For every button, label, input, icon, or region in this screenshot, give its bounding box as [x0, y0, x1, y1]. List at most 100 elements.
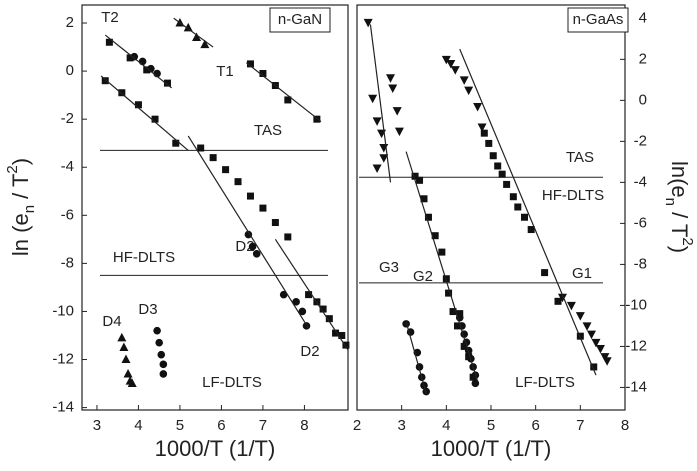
- data-point: [498, 170, 506, 178]
- data-point: [456, 310, 464, 318]
- data-point: [446, 59, 456, 69]
- annotation: D2: [235, 238, 254, 255]
- data-point: [252, 249, 261, 258]
- data-point: [332, 329, 340, 337]
- data-point: [477, 123, 487, 133]
- y-axis-label: ln(en / T2): [662, 161, 696, 253]
- x-tick-label: 2: [353, 417, 361, 434]
- data-point: [424, 213, 432, 221]
- x-tick-label: 7: [576, 417, 584, 434]
- data-point: [420, 195, 428, 203]
- data-point: [159, 370, 168, 378]
- y-axis-label-part: ): [8, 158, 33, 165]
- x-tick-label: 3: [93, 417, 101, 434]
- data-point: [163, 79, 171, 87]
- annotation: TAS: [566, 149, 594, 166]
- box-label-text: n-GaAs: [573, 11, 624, 28]
- annotation: D2: [300, 343, 319, 360]
- data-point: [411, 172, 419, 180]
- data-point: [123, 368, 133, 378]
- y-tick-label: -10: [52, 302, 74, 319]
- y-tick-label: -6: [61, 206, 74, 223]
- fit-line: [369, 24, 392, 183]
- data-point: [459, 76, 469, 85]
- x-tick-label: 5: [176, 417, 184, 434]
- y-tick-label: -2: [61, 110, 74, 127]
- box-label-text: n-GaN: [278, 11, 322, 28]
- x-axis-label: 1000/T (1/T): [155, 436, 276, 461]
- data-point: [130, 52, 139, 61]
- data-point: [388, 84, 398, 94]
- data-point: [471, 379, 480, 388]
- data-point: [259, 204, 267, 212]
- fit-line: [100, 75, 189, 151]
- data-point: [159, 360, 168, 369]
- fit-line: [459, 48, 597, 376]
- data-point: [298, 307, 307, 316]
- annotation: T2: [101, 9, 119, 26]
- data-point: [222, 166, 230, 174]
- data-point: [587, 330, 596, 340]
- y-axis-label-part: ): [667, 246, 692, 253]
- fit-line: [104, 34, 173, 89]
- data-point: [117, 332, 127, 342]
- x-axis-label: 1000/T (1/T): [431, 436, 552, 461]
- annotation: T1: [216, 63, 234, 80]
- data-point: [582, 322, 592, 331]
- x-tick-label: 8: [621, 417, 629, 434]
- y-tick-label: -4: [61, 158, 74, 175]
- data-point: [554, 297, 562, 305]
- data-point: [209, 154, 217, 162]
- data-point: [521, 213, 528, 221]
- annotation: LF-DLTS: [202, 374, 262, 391]
- x-tick-label: 6: [217, 417, 225, 434]
- data-point: [101, 77, 109, 85]
- y-tick-label: 2: [639, 50, 647, 67]
- y-tick-label: 0: [66, 62, 74, 79]
- fit-line: [405, 151, 479, 382]
- data-point: [450, 66, 460, 75]
- data-point: [197, 144, 205, 152]
- data-point: [445, 289, 453, 297]
- data-point: [134, 101, 142, 109]
- y-tick-label: -14: [625, 378, 647, 395]
- data-point: [192, 32, 202, 41]
- data-point: [126, 54, 134, 62]
- data-point: [292, 298, 300, 306]
- annotation: G3: [379, 259, 399, 276]
- data-point: [590, 363, 598, 371]
- y-axis-label-part: 2: [4, 165, 21, 173]
- data-point: [153, 326, 161, 335]
- data-point: [155, 338, 163, 347]
- annotation: D3: [138, 301, 157, 318]
- data-point: [503, 180, 511, 188]
- data-point: [127, 378, 137, 388]
- data-point: [157, 350, 166, 359]
- y-axis-label-part: n: [21, 205, 38, 213]
- y-tick-label: 2: [66, 14, 74, 31]
- annotation: G2: [413, 268, 433, 285]
- data-point: [119, 342, 129, 352]
- annotation: D4: [102, 313, 121, 330]
- data-point: [514, 203, 522, 211]
- data-point: [105, 38, 113, 46]
- data-point: [325, 315, 333, 323]
- y-axis-label-part: ln (e: [8, 213, 33, 256]
- data-point: [480, 129, 488, 137]
- data-point: [172, 139, 180, 147]
- data-point: [200, 39, 210, 49]
- data-point: [284, 233, 292, 241]
- data-point: [438, 248, 446, 256]
- data-point: [489, 152, 497, 160]
- fit-line: [405, 321, 427, 394]
- x-tick-label: 6: [531, 417, 539, 434]
- annotation: TAS: [254, 122, 282, 139]
- box-label-frame: [269, 7, 331, 33]
- data-point: [244, 230, 253, 239]
- data-point: [372, 164, 382, 174]
- data-point: [246, 192, 254, 200]
- data-point: [494, 162, 502, 170]
- annotation: HF-DLTS: [113, 249, 175, 266]
- y-axis-label-part: / T: [667, 206, 692, 237]
- data-point: [305, 291, 313, 299]
